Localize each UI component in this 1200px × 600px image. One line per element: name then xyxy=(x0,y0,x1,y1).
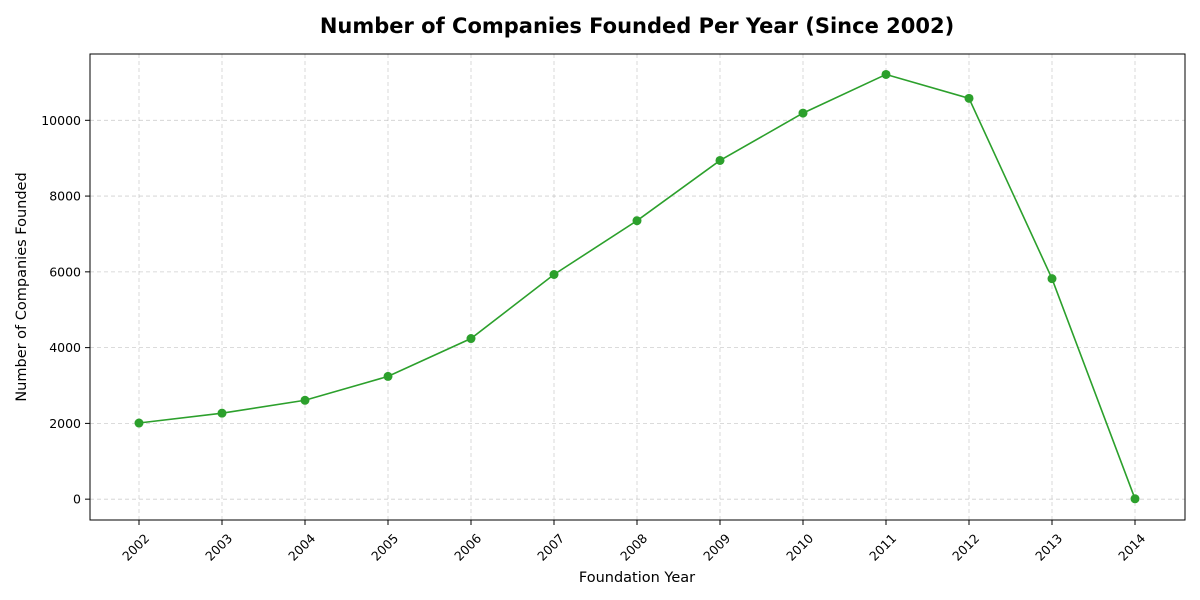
data-point xyxy=(383,371,393,381)
data-point xyxy=(964,93,974,103)
grid xyxy=(90,54,1185,520)
data-point xyxy=(549,269,559,279)
x-tick-label: 2009 xyxy=(700,531,733,564)
x-tick-label: 2013 xyxy=(1032,531,1065,564)
y-axis-label: Number of Companies Founded xyxy=(14,172,30,401)
x-tick-label: 2007 xyxy=(534,531,567,564)
data-point xyxy=(632,216,642,226)
y-tick-label: 6000 xyxy=(49,264,81,279)
data-point xyxy=(466,334,476,344)
x-axis-label: Foundation Year xyxy=(579,570,695,586)
x-tick-label: 2012 xyxy=(949,531,982,564)
x-tick-label: 2002 xyxy=(119,531,152,564)
data-point xyxy=(715,155,725,165)
series xyxy=(134,69,1140,504)
x-tick-label: 2003 xyxy=(202,531,235,564)
x-tick-label: 2010 xyxy=(783,531,816,564)
y-tick-label: 4000 xyxy=(49,340,81,355)
y-tick-label: 10000 xyxy=(41,113,81,128)
x-tick-label: 2008 xyxy=(617,531,650,564)
data-point xyxy=(134,418,144,428)
data-point xyxy=(300,395,310,405)
x-axis: 2002 2003 2004 2005 2006 2007 2008 2009 2010 2011… xyxy=(119,520,1148,564)
x-tick-label: 2014 xyxy=(1115,531,1148,564)
x-tick-label: 2006 xyxy=(451,531,484,564)
x-tick-label: 2004 xyxy=(285,531,318,564)
y-tick-label: 0 xyxy=(73,492,81,507)
data-point xyxy=(798,108,808,118)
data-point xyxy=(217,408,227,418)
x-tick-label: 2011 xyxy=(866,531,899,564)
data-point xyxy=(1130,494,1140,504)
plot-frame xyxy=(89,53,1186,521)
chart-title: Number of Companies Founded Per Year (Si… xyxy=(320,14,954,38)
y-axis: 0 2000 4000 6000 8000 10000 xyxy=(41,113,90,507)
x-tick-label: 2005 xyxy=(368,531,401,564)
data-point xyxy=(881,69,891,79)
data-point xyxy=(1047,274,1057,284)
y-tick-label: 8000 xyxy=(49,189,81,204)
y-tick-label: 2000 xyxy=(49,416,81,431)
